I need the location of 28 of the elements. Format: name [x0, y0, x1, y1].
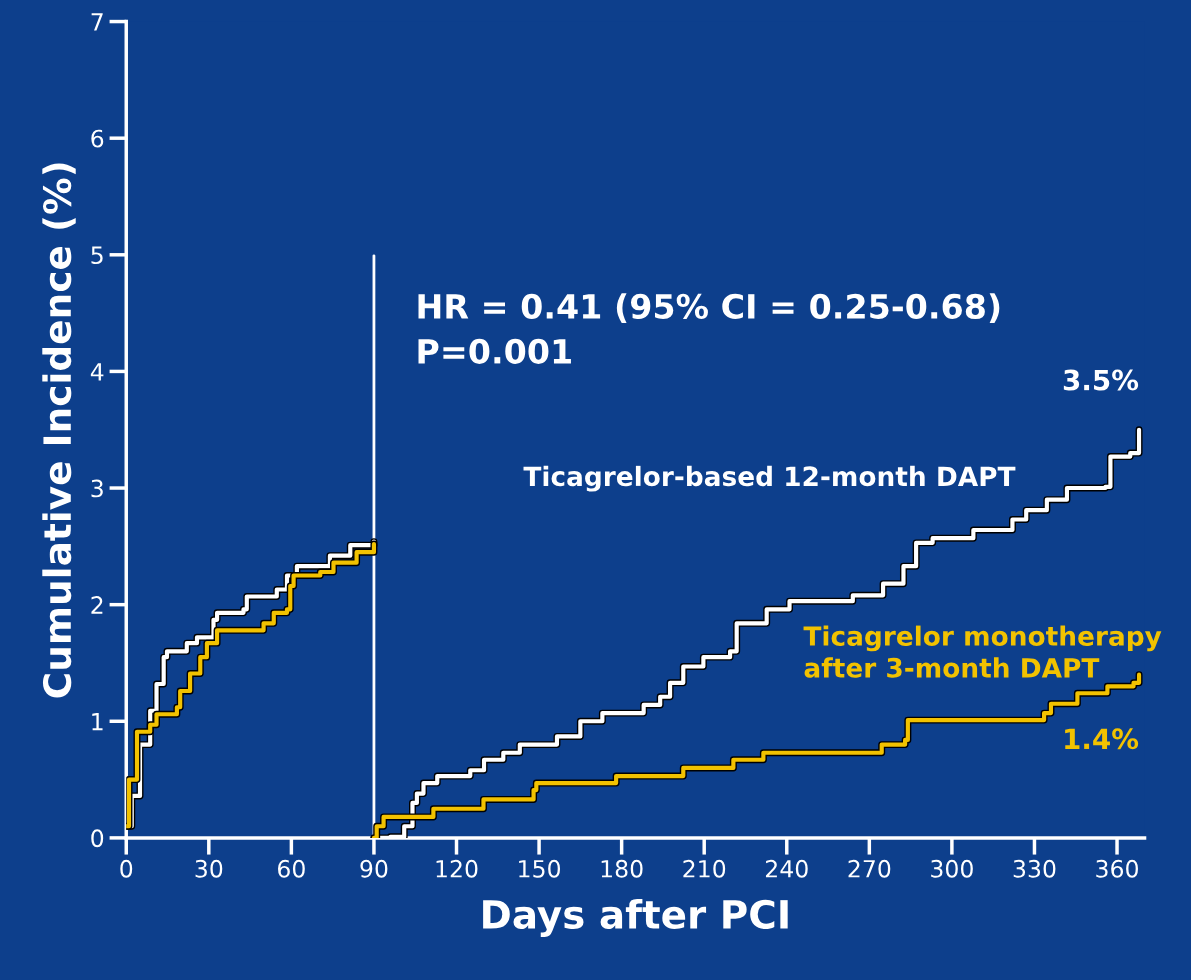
y-tick-label: 3: [91, 479, 103, 498]
x-tick-label: 210: [683, 859, 726, 878]
series-label: Ticagrelor monotherapy after 3-month DAPT: [803, 625, 1162, 678]
annotation: 1.4%: [1065, 728, 1139, 750]
x-tick-label: 270: [848, 859, 891, 878]
x-tick-label: 150: [519, 859, 561, 878]
y-tick-label: 4: [90, 363, 104, 381]
y-tick-label: 6: [91, 129, 104, 148]
x-tick-label: 120: [436, 859, 478, 878]
x-tick-label: 360: [1096, 859, 1138, 878]
x-tick-label: 330: [1013, 859, 1056, 878]
x-tick-label: 60: [278, 859, 305, 878]
y-tick-label: 1: [92, 713, 103, 731]
annotation: HR = 0.41 (95% CI = 0.25-0.68) P=0.001: [418, 293, 1000, 364]
x-axis-title: Days after PCI: [483, 898, 788, 937]
x-tick-label: 240: [765, 859, 808, 878]
x-tick-label: 180: [601, 859, 643, 878]
x-tick-label: 0: [120, 859, 133, 878]
x-tick-label: 300: [931, 859, 973, 878]
y-tick-label: 5: [91, 246, 103, 265]
series-label: Ticagrelor-based 12-month DAPT: [523, 465, 1016, 492]
y-tick-label: 2: [91, 596, 103, 614]
y-tick-label: 7: [91, 13, 103, 31]
x-tick-label: 90: [360, 859, 388, 878]
y-axis-title: Cumulative Incidence (%): [42, 163, 76, 698]
annotation: 3.5%: [1063, 369, 1139, 391]
y-tick-label: 0: [91, 829, 104, 848]
x-tick-label: 30: [195, 859, 223, 878]
